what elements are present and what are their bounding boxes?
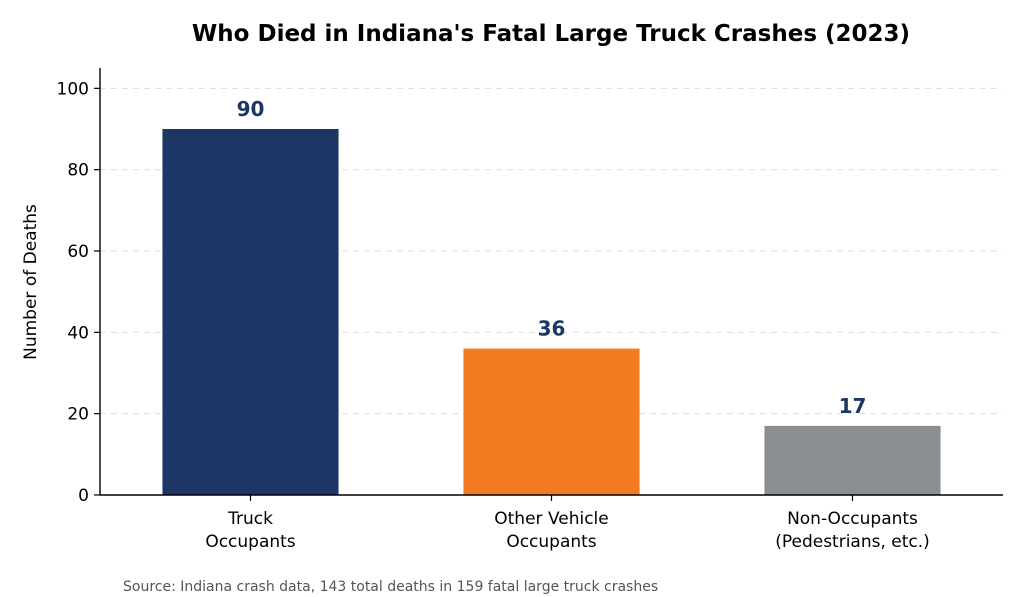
bar-value-label: 36 <box>538 317 566 341</box>
x-category-label: Truck <box>227 509 273 529</box>
y-axis-label: Number of Deaths <box>21 204 41 360</box>
y-tick-label: 100 <box>57 79 89 99</box>
bar-value-label: 90 <box>237 97 265 121</box>
x-category-label: Non-Occupants <box>787 509 918 529</box>
bar-value-label: 17 <box>839 394 867 418</box>
x-category-label: (Pedestrians, etc.) <box>775 532 930 552</box>
y-tick-label: 80 <box>67 161 89 181</box>
chart-title: Who Died in Indiana's Fatal Large Truck … <box>192 21 910 47</box>
x-category-label: Occupants <box>506 532 596 552</box>
bar <box>764 425 941 495</box>
x-category-label: Occupants <box>205 532 295 552</box>
bar <box>162 129 339 495</box>
x-category-label: Other Vehicle <box>494 509 608 529</box>
bar <box>463 348 640 495</box>
data-labels: 90 36 17 <box>237 97 867 418</box>
bars <box>162 129 941 495</box>
x-axis-categories: Truck Occupants Other Vehicle Occupants Non-… <box>205 495 930 552</box>
source-note: Source: Indiana crash data, 143 total de… <box>123 579 658 595</box>
y-tick-label: 40 <box>67 323 89 343</box>
y-axis-ticks: 0 20 40 60 80 100 <box>57 79 100 506</box>
y-tick-label: 20 <box>67 405 89 425</box>
y-tick-label: 0 <box>78 486 89 506</box>
y-tick-label: 60 <box>67 242 89 262</box>
